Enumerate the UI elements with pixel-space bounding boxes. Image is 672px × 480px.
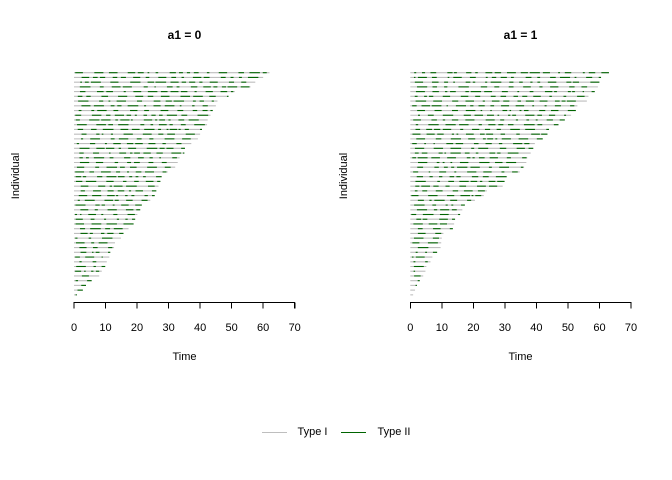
x-tick-label: 20 bbox=[131, 322, 143, 334]
x-tick-label: 0 bbox=[71, 322, 77, 334]
type1-line-swatch bbox=[261, 431, 287, 433]
x-tick-label: 0 bbox=[407, 322, 413, 334]
x-tick-label: 70 bbox=[625, 322, 637, 334]
legend-label-type1: Type I bbox=[297, 426, 328, 438]
x-tick-label: 10 bbox=[99, 322, 111, 334]
x-tick-label: 20 bbox=[467, 322, 479, 334]
x-tick-label: 30 bbox=[162, 322, 174, 334]
y-axis-label-right: Individual bbox=[338, 152, 350, 200]
panel-1-x-axis: 0 10 20 30 40 50 60 70 bbox=[407, 301, 637, 334]
panel-1-individual-lines bbox=[410, 72, 609, 296]
panel-0-individual-lines bbox=[74, 72, 270, 296]
legend-label-type2: Type II bbox=[377, 426, 411, 438]
x-tick-label: 10 bbox=[436, 322, 448, 334]
panel-title-left: a1 = 0 bbox=[167, 28, 202, 42]
x-tick-label: 50 bbox=[562, 322, 574, 334]
y-axis-label-left: Individual bbox=[10, 152, 22, 200]
x-tick-label: 40 bbox=[530, 322, 542, 334]
x-tick-label: 30 bbox=[499, 322, 511, 334]
x-tick-label: 40 bbox=[194, 322, 206, 334]
x-tick-label: 50 bbox=[226, 322, 238, 334]
type2-line-swatch bbox=[341, 431, 367, 433]
legend-item-type1: Type I bbox=[261, 426, 328, 438]
x-axis-label-right: Time bbox=[508, 351, 533, 363]
x-tick-label: 60 bbox=[257, 322, 269, 334]
panel-title-right: a1 = 1 bbox=[503, 28, 538, 42]
x-tick-label: 70 bbox=[289, 322, 301, 334]
panel-0-x-axis: 0 10 20 30 40 50 60 70 bbox=[71, 301, 301, 334]
x-tick-label: 60 bbox=[593, 322, 605, 334]
legend-item-type2: Type II bbox=[341, 426, 411, 438]
x-axis-label-left: Time bbox=[172, 351, 197, 363]
legend: Type I Type II bbox=[0, 425, 672, 439]
